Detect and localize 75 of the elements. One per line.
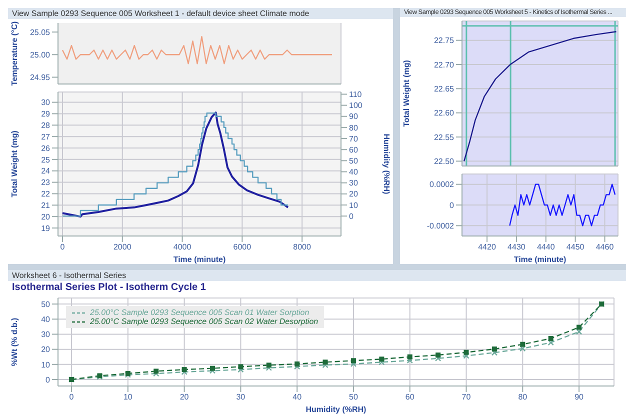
y-tick-label: 30 <box>41 330 51 340</box>
x-tick-label: 90 <box>574 392 584 402</box>
y-tick-label: 22.75 <box>434 36 455 46</box>
y-tick-label: 20 <box>41 345 51 354</box>
y-tick-label: 0.0002 <box>430 180 455 190</box>
y-tick-label: 23 <box>41 178 51 188</box>
chart-title: View Sample 0293 Sequence 005 Worksheet 1 - default device sheet Climate mode <box>8 8 393 19</box>
y-tick-label: 27 <box>41 132 51 142</box>
y-tick-label: 22.65 <box>434 84 455 94</box>
y-tick-label: 25.05 <box>30 28 51 37</box>
x-tick-label: 10 <box>123 392 133 402</box>
legend-label: 25.00°C Sample 0293 Sequence 005 Scan 01 Water Sorption <box>90 308 310 317</box>
x-tick-label: 4420 <box>478 242 496 252</box>
y-tick-label: 20 <box>41 212 51 222</box>
x-tick-label: 4430 <box>508 242 526 252</box>
y-tick-label: 22.70 <box>434 60 455 70</box>
y-axis-title: Temperature (°C) <box>10 20 19 86</box>
chart-title: Isothermal Series Plot - Isotherm Cycle 1 <box>8 281 626 294</box>
y-tick-label: 25 <box>41 155 51 164</box>
y2-tick-label: 0 <box>349 212 354 221</box>
y-tick-label: 22.60 <box>434 108 455 118</box>
y-tick-label: 40 <box>41 314 51 324</box>
x-tick-label: 2000 <box>113 242 132 252</box>
x-tick-label: 0 <box>69 392 74 402</box>
y-tick-label: 24.95 <box>30 73 51 82</box>
x-axis-title: Time (minute) <box>173 255 226 264</box>
text: Worksheet 6 - Isothermal Series <box>8 270 626 281</box>
y2-tick-label: 60 <box>349 145 358 154</box>
x-tick-label: 4000 <box>173 242 192 252</box>
y2-tick-label: 40 <box>349 168 358 177</box>
y2-tick-label: 90 <box>349 112 358 122</box>
x-axis-title: Time (minute) <box>514 255 566 264</box>
x-tick-label: 6000 <box>233 242 252 252</box>
x-tick-label: 0 <box>60 242 66 252</box>
y-tick-label: 22.50 <box>434 157 455 166</box>
y2-axis-title: Humidity (%RH) <box>382 134 392 195</box>
x-tick-label: 70 <box>462 392 472 402</box>
x-tick-label: 40 <box>292 392 302 402</box>
y-tick-label: 25.00 <box>30 50 51 60</box>
y2-tick-label: 100 <box>349 101 363 110</box>
x-tick-label: 8000 <box>293 242 312 252</box>
y-axis-title: Total Weight (mg) <box>10 130 19 198</box>
y-tick-label: 10 <box>41 360 51 370</box>
y2-tick-label: 110 <box>349 90 362 100</box>
x-tick-label: 80 <box>518 392 528 402</box>
y2-tick-label: 80 <box>349 123 358 132</box>
x-axis-title: Humidity (%RH) <box>306 405 367 414</box>
y-tick-label: 0 <box>46 375 51 384</box>
y-tick-label: 22.55 <box>434 132 455 142</box>
y2-tick-label: 20 <box>349 190 358 199</box>
y2-tick-label: 70 <box>349 134 358 144</box>
y2-tick-label: 50 <box>349 156 358 166</box>
y-tick-label: 24 <box>41 166 51 176</box>
x-tick-label: 60 <box>405 392 415 402</box>
y-tick-label: 21 <box>41 200 51 210</box>
y-tick-label: 22 <box>41 190 51 199</box>
y-tick-label: -0.0002 <box>426 222 455 231</box>
x-tick-label: 4450 <box>566 242 585 252</box>
y-tick-label: 0 <box>450 200 455 210</box>
x-tick-label: 30 <box>236 392 246 402</box>
y-tick-label: 28 <box>41 120 51 130</box>
y2-tick-label: 30 <box>349 178 358 188</box>
y-tick-label: 19 <box>41 224 51 233</box>
x-tick-label: 20 <box>180 392 190 402</box>
y-axis-title: Total Weight (mg) <box>402 60 411 127</box>
y-tick-label: 26 <box>41 144 51 153</box>
x-tick-label: 4440 <box>536 242 556 252</box>
legend-label: 25.00°C Sample 0293 Sequence 005 Scan 02 Water Desorption <box>90 317 318 326</box>
x-tick-label: 50 <box>349 392 358 402</box>
y-tick-label: 50 <box>41 300 51 309</box>
y-axis-title: %Wt (% d.b.) <box>10 317 19 366</box>
x-tick-label: 4460 <box>596 242 614 252</box>
y-tick-label: 29 <box>41 110 51 119</box>
y-tick-label: 30 <box>41 98 51 108</box>
y2-tick-label: 10 <box>349 200 358 210</box>
